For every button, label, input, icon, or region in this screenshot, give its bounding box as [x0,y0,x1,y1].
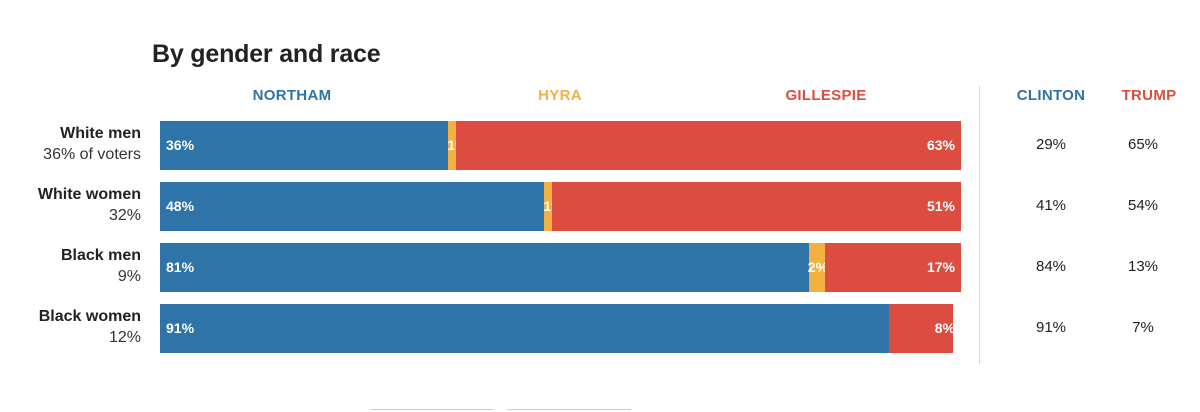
column-divider [979,86,980,364]
row-label: Black men 9% [0,245,141,287]
bar-segment-gillespie [888,304,953,353]
value-label-northam: 91% [166,320,195,336]
group-name: White men [60,125,141,142]
group-name: Black men [60,247,141,264]
value-label-gillespie: 51% [926,198,955,214]
bar-segment-gillespie [456,121,961,170]
stacked-bar: 81% 2% 17% [160,243,961,292]
stacked-bar: 91% 8% [160,304,961,353]
bar-segment-northam [160,121,449,170]
stacked-bar: 48%1%51% [160,182,961,231]
bar-segment-northam [160,182,545,231]
bar-segment-gillespie [824,243,961,292]
comparison-clinton: 29% [1035,136,1067,153]
value-label-gillespie: 17% [926,259,955,275]
voter-share: 32% [108,207,141,224]
value-label-hyra: 2% [807,259,829,275]
comparison-trump: 7% [1132,319,1154,336]
stacked-bar: 36%1%63% [160,121,961,170]
comparison-trump: 65% [1127,136,1159,153]
footer-rule-left [370,409,494,410]
comparison-clinton: 41% [1035,197,1067,214]
bar-segment-gillespie [552,182,961,231]
voter-share: 9% [117,268,141,285]
group-name: Black women [38,308,141,325]
value-label-gillespie: 63% [926,137,955,153]
header-clinton: CLINTON [1016,87,1086,104]
header-hyra: HYRA [538,87,582,104]
bar-segment-northam [160,243,809,292]
footer-rule-right [507,409,631,410]
bar-segment-hyra [544,182,553,231]
header-gillespie: GILLESPIE [785,87,867,104]
bar-segment-hyra [808,243,825,292]
comparison-trump: 54% [1127,197,1159,214]
comparison-clinton: 91% [1035,319,1067,336]
chart-title: By gender and race [152,40,381,68]
row-label: Black women 12% [0,306,141,348]
value-label-northam: 36% [166,137,195,153]
header-trump: TRUMP [1121,87,1177,104]
bar-segment-northam [160,304,889,353]
bar-segment-hyra [448,121,457,170]
comparison-trump: 13% [1127,258,1159,275]
header-northam: NORTHAM [252,87,332,104]
group-name: White women [37,186,141,203]
row-label: White men 36% of voters [0,123,141,165]
voter-share: 36% of voters [43,146,141,163]
row-label: White women 32% [0,184,141,226]
value-label-gillespie: 8% [934,320,955,336]
comparison-clinton: 84% [1035,258,1067,275]
voter-share: 12% [108,329,141,346]
value-label-northam: 81% [166,259,195,275]
value-label-northam: 48% [166,198,195,214]
